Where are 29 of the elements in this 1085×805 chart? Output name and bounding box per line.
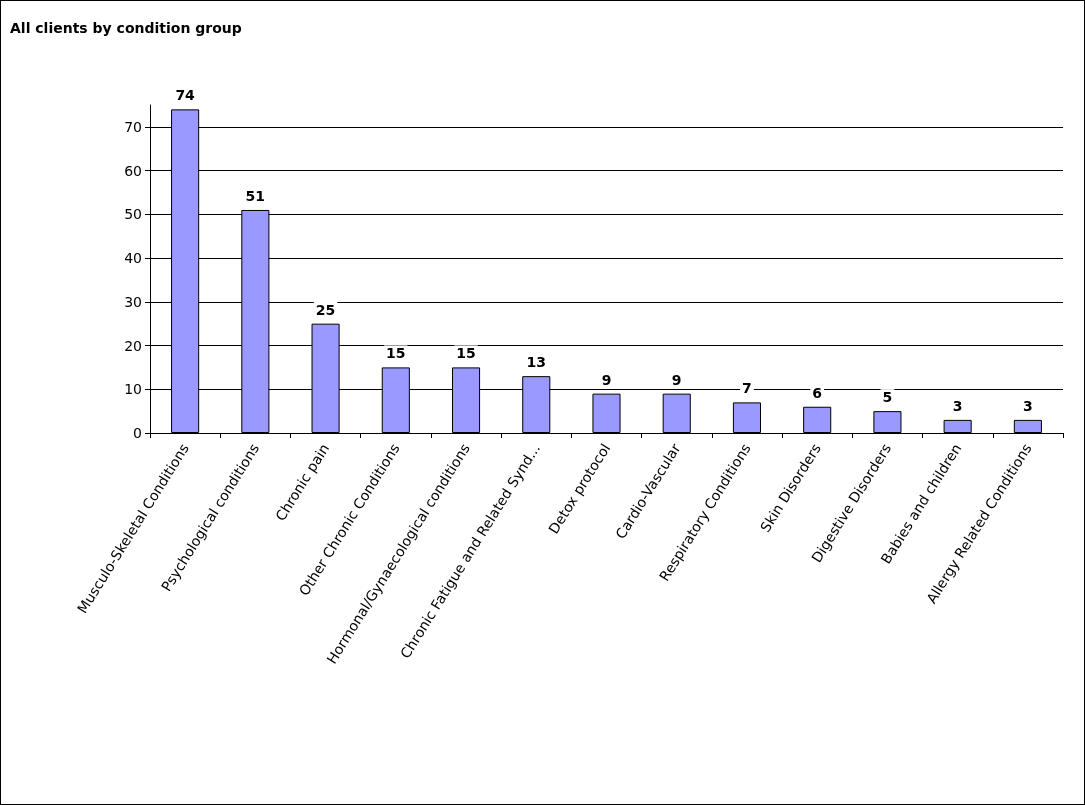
data-label: 25	[315, 301, 336, 318]
y-tick-label: 40	[124, 250, 142, 267]
y-tick-label: 10	[124, 381, 142, 398]
bar	[1013, 419, 1042, 433]
bar	[592, 393, 621, 433]
data-label: 3	[1023, 397, 1033, 414]
y-tick-label: 20	[124, 337, 142, 354]
data-label: 15	[386, 345, 406, 362]
chart-title: All clients by condition group	[10, 20, 242, 36]
bar	[662, 393, 691, 433]
bar	[943, 419, 972, 433]
data-label: 13	[526, 354, 547, 371]
data-label: 6	[812, 384, 823, 401]
data-label: 15	[456, 345, 476, 362]
y-tick-label: 60	[124, 162, 142, 179]
y-tick-label: 50	[124, 206, 142, 223]
data-label: 74	[175, 87, 196, 104]
data-label: 9	[601, 371, 612, 388]
bar	[803, 406, 832, 433]
y-tick-label: 0	[133, 425, 142, 441]
data-label: 51	[245, 187, 266, 204]
y-tick-label: 30	[124, 293, 142, 310]
data-label: 5	[882, 389, 893, 406]
data-label: 9	[671, 371, 682, 388]
data-label: 7	[742, 380, 752, 397]
bar	[873, 411, 902, 433]
y-tick-label: 70	[124, 118, 142, 135]
bar	[732, 402, 762, 433]
data-label: 3	[952, 397, 963, 414]
